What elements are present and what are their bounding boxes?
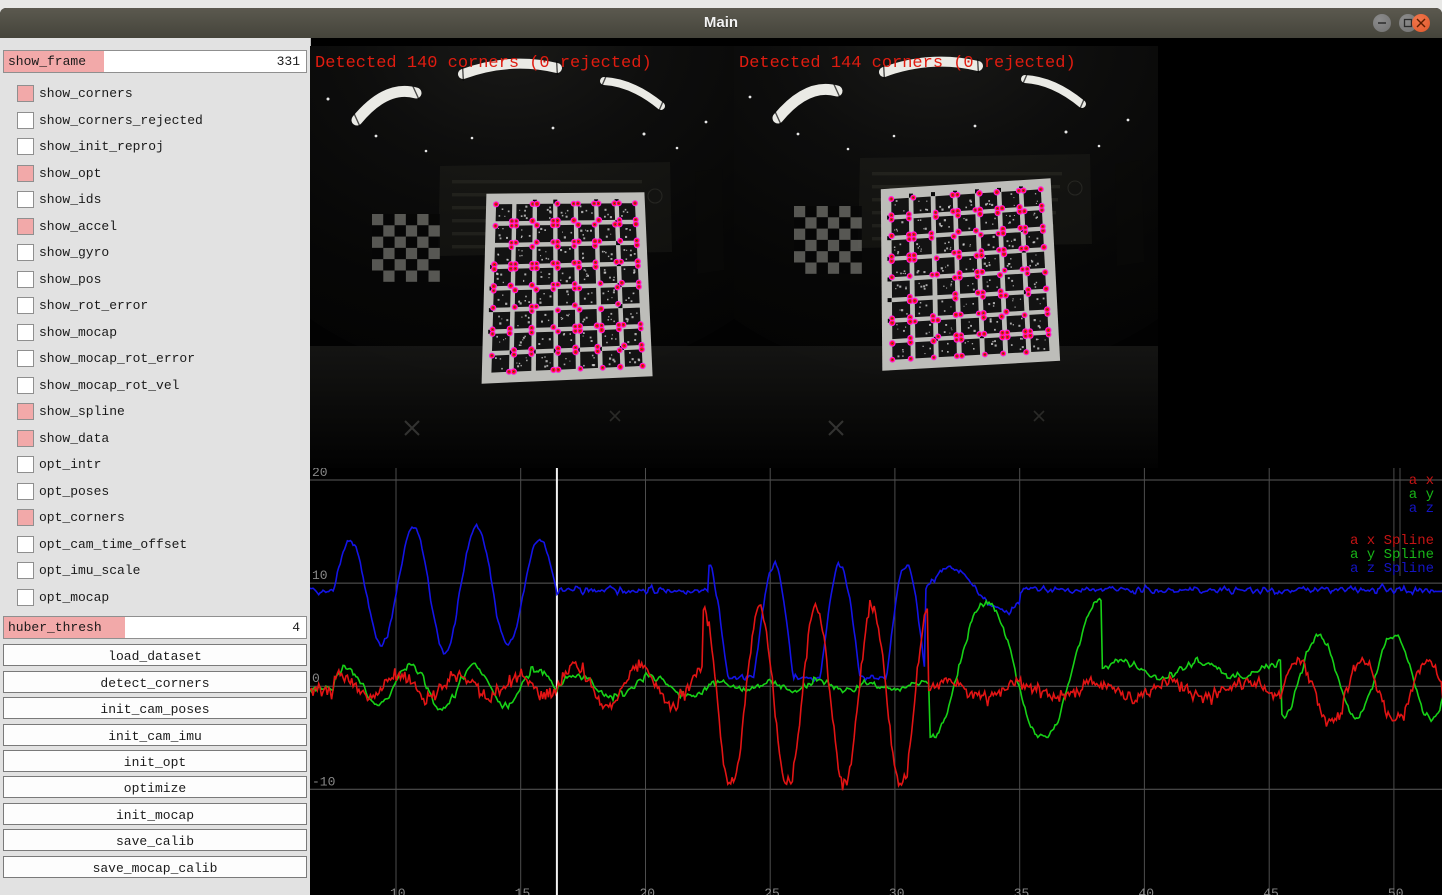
svg-text:40: 40	[1138, 886, 1154, 895]
svg-text:Detected 144 corners (0 reject: Detected 144 corners (0 rejected)	[739, 54, 1076, 73]
svg-text:20: 20	[312, 468, 328, 480]
svg-text:10: 10	[312, 568, 328, 583]
svg-text:Detected 140 corners (0 reject: Detected 140 corners (0 rejected)	[315, 54, 652, 73]
svg-text:20: 20	[640, 886, 656, 895]
svg-text:45: 45	[1263, 886, 1279, 895]
svg-text:a z: a z	[1409, 501, 1434, 517]
svg-text:15: 15	[515, 886, 531, 895]
svg-text:30: 30	[889, 886, 905, 895]
svg-text:10: 10	[390, 886, 406, 895]
svg-text:25: 25	[764, 886, 780, 895]
svg-text:35: 35	[1014, 886, 1030, 895]
svg-text:a z Spline: a z Spline	[1350, 561, 1434, 577]
svg-text:50: 50	[1388, 886, 1404, 895]
svg-text:-10: -10	[312, 774, 335, 789]
